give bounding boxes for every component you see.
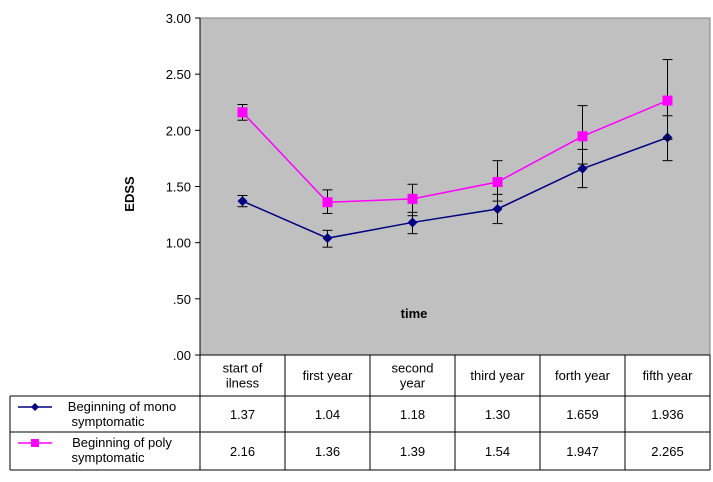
data-point-diamond (577, 163, 588, 174)
legend-label: Beginning of poly symptomatic (72, 435, 173, 465)
data-table-grid (9, 354, 711, 471)
category-label: second year (392, 361, 434, 391)
table-value: 1.54 (485, 444, 510, 459)
data-point-square (662, 95, 673, 106)
data-point-square (407, 193, 418, 204)
y-tick-label: 3.00 (166, 11, 191, 26)
table-value: 1.36 (315, 444, 340, 459)
legend-label: Beginning of mono symptomatic (68, 399, 176, 429)
category-label: forth year (555, 368, 611, 383)
legend-marker-diamond (31, 403, 39, 411)
table-value: 1.37 (230, 407, 255, 422)
table-value: 1.659 (566, 407, 599, 422)
data-point-square (577, 131, 588, 142)
category-label: fifth year (643, 368, 694, 383)
y-tick-label: 2.50 (166, 67, 191, 82)
legend-marker-square (31, 439, 39, 447)
table-value: 1.04 (315, 407, 340, 422)
data-point-square (322, 197, 333, 208)
series-layer (237, 59, 673, 248)
y-tick-label: .50 (173, 292, 191, 307)
category-label: first year (303, 368, 354, 383)
series-line (241, 99, 668, 203)
series-poly (237, 59, 673, 217)
series-line (242, 136, 668, 239)
data-point-square (237, 107, 248, 118)
data-point-diamond (407, 217, 418, 228)
category-label: start of ilness (223, 361, 263, 391)
plot-area (199, 17, 711, 356)
data-point-diamond (492, 203, 503, 214)
y-tick-label: 2.00 (166, 123, 191, 138)
table-value: 2.265 (651, 444, 684, 459)
y-tick-label: 1.00 (166, 236, 191, 251)
table-value: 1.18 (400, 407, 425, 422)
data-point-diamond (237, 196, 248, 207)
y-tick-label: .00 (173, 348, 191, 363)
table-value: 2.16 (230, 444, 255, 459)
category-label: third year (470, 368, 525, 383)
y-axis-title: EDSS (122, 176, 137, 212)
table-value: 1.39 (400, 444, 425, 459)
plot-annotation-time: time (401, 306, 428, 321)
y-tick-label: 1.50 (166, 180, 191, 195)
table-value: 1.936 (651, 407, 684, 422)
series-mono (237, 115, 673, 248)
table-value: 1.30 (485, 407, 510, 422)
data-point-diamond (322, 233, 333, 244)
data-table-text: start of ilness first year second year third … (18, 361, 693, 465)
y-axis: .00 .50 1.00 1.50 2.00 2.50 3.00 (166, 11, 201, 363)
data-point-square (492, 177, 503, 188)
table-value: 1.947 (566, 444, 599, 459)
